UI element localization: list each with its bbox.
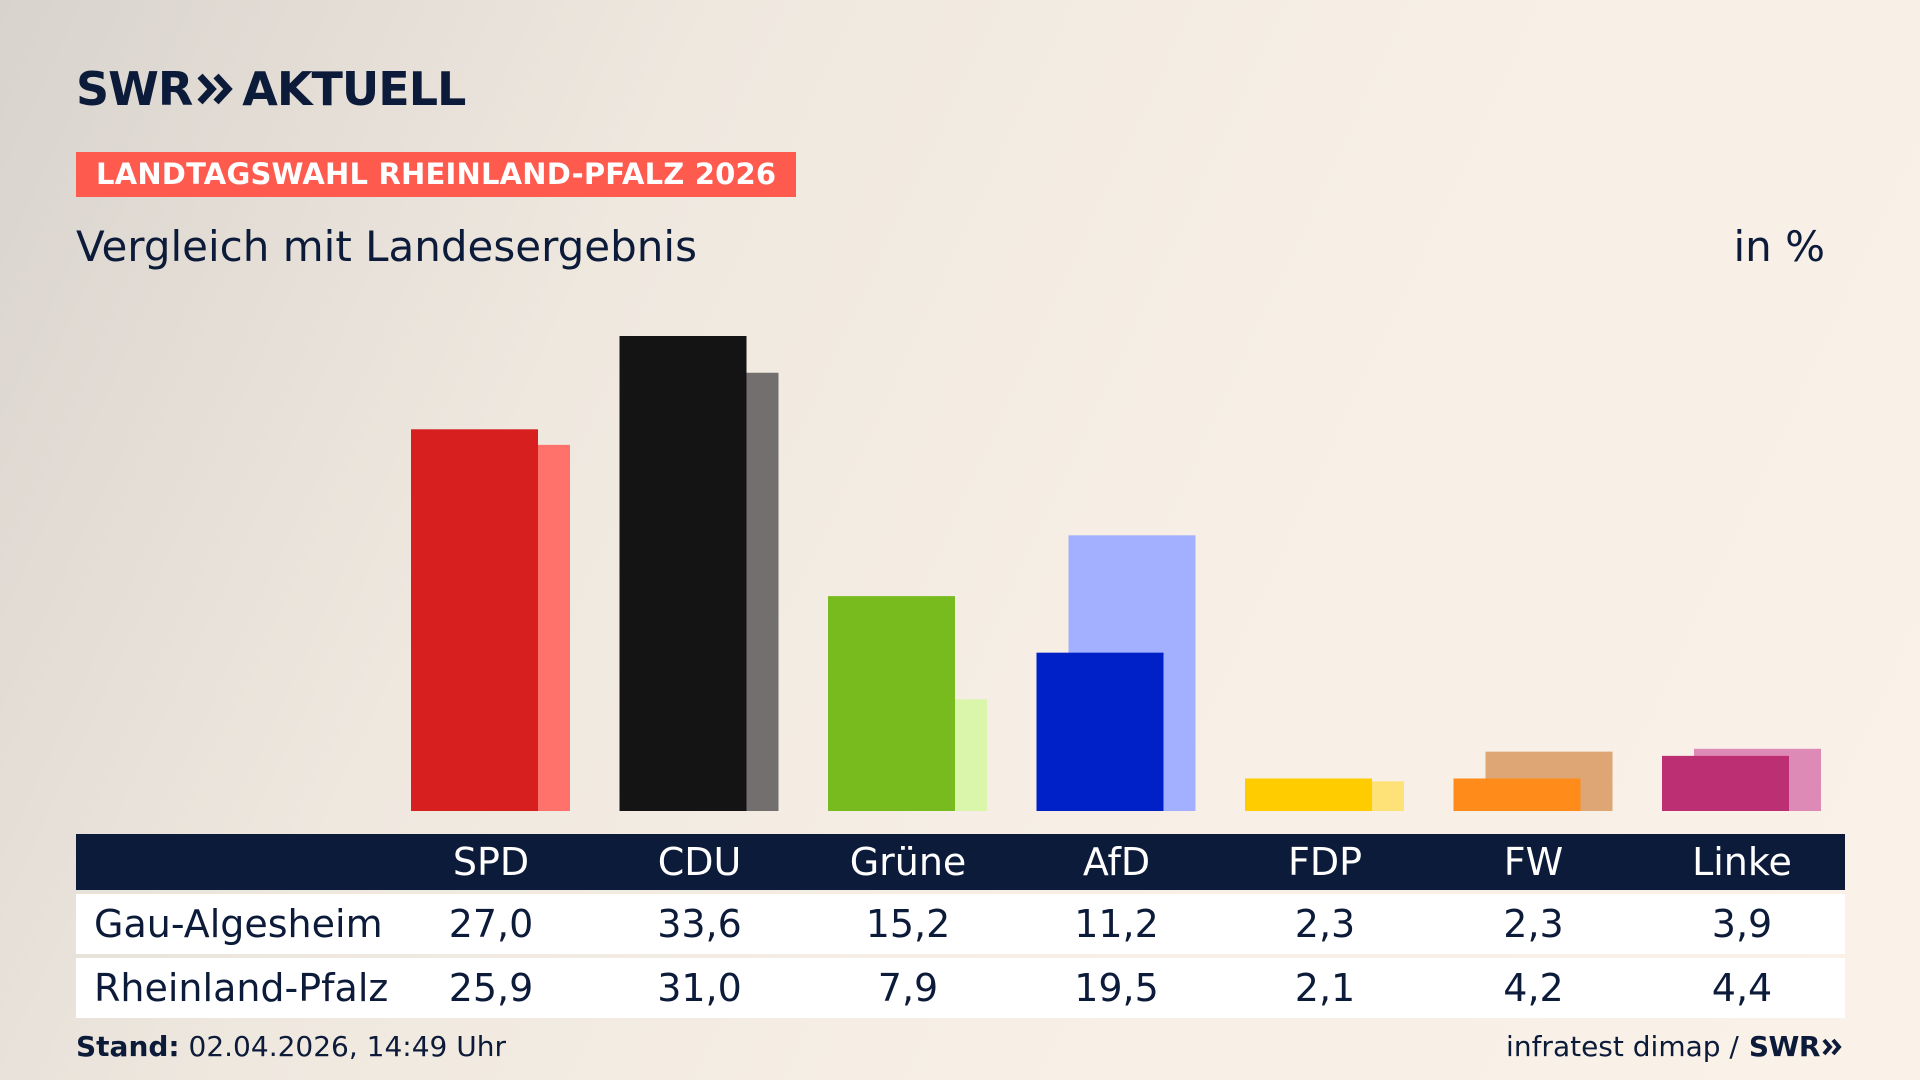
table-cell: 2,3 <box>1503 902 1564 946</box>
column-header-cdu: CDU <box>657 840 742 884</box>
logo-aktuell-text: AKTUELL <box>242 62 466 116</box>
table-cell: 2,1 <box>1294 966 1356 1010</box>
table-cell: 7,9 <box>877 966 939 1010</box>
table-cell: 11,2 <box>1074 902 1159 946</box>
table-cell: 3,9 <box>1711 902 1773 946</box>
column-header-fw: FW <box>1503 840 1564 884</box>
table-row: Rheinland-Pfalz 25,9 31,0 7,9 19,5 2,1 4,2 4,4 <box>76 958 1845 1018</box>
bar-gau-algesheim-fdp <box>1245 778 1372 811</box>
double-chevron-icon <box>197 73 234 105</box>
logo-swr-text: SWR <box>76 62 193 116</box>
column-header-grne: Grüne <box>849 840 967 884</box>
bar-gau-algesheim-fw <box>1453 778 1581 811</box>
election-badge: LANDTAGSWAHL RHEINLAND-PFALZ 2026 <box>76 152 797 197</box>
source-logo-text: SWR <box>1748 1030 1821 1063</box>
table-cell: 4,2 <box>1503 966 1564 1010</box>
column-header-afd: AfD <box>1082 840 1151 884</box>
table-cell: 31,0 <box>657 966 742 1010</box>
source-credit: infratest dimap / SWR <box>1506 1030 1844 1063</box>
table-cell: 2,3 <box>1294 902 1356 946</box>
small-chevron-icon <box>1822 1038 1842 1055</box>
stand-label: Stand: <box>76 1030 180 1063</box>
stand-value: 02.04.2026, 14:49 Uhr <box>188 1030 506 1063</box>
column-header-spd: SPD <box>452 840 530 884</box>
bar-gau-algesheim-afd <box>1036 652 1164 811</box>
timestamp: Stand: 02.04.2026, 14:49 Uhr <box>76 1030 506 1063</box>
table-cell: 25,9 <box>448 966 534 1010</box>
table-cell: 4,4 <box>1711 966 1773 1010</box>
bar-gau-algesheim-grne <box>828 596 955 811</box>
unit-label: in % <box>1733 222 1825 271</box>
source-text: infratest dimap / <box>1506 1030 1739 1063</box>
bar-gau-algesheim-spd <box>411 429 538 811</box>
swr-aktuell-logo: SWR AKTUELL <box>76 62 466 116</box>
row-label: Rheinland-Pfalz <box>94 966 389 1010</box>
table-cell: 27,0 <box>448 902 534 946</box>
bar-gau-algesheim-cdu <box>619 336 747 811</box>
table-cell: 15,2 <box>865 902 951 946</box>
table-cell: 19,5 <box>1074 966 1159 1010</box>
column-header-linke: Linke <box>1692 840 1792 884</box>
chart-subtitle: Vergleich mit Landesergebnis <box>76 222 697 271</box>
row-label: Gau-Algesheim <box>94 902 383 946</box>
table-cell: 33,6 <box>657 902 742 946</box>
results-table: SPD CDU Grüne AfD FDP FW Linke Gau-Algesheim 2… <box>76 834 1845 1018</box>
table-row: Gau-Algesheim 27,0 33,6 15,2 11,2 2,3 2,3 3,9 <box>76 894 1845 954</box>
bar-gau-algesheim-linke <box>1662 755 1789 811</box>
column-header-fdp: FDP <box>1287 840 1363 884</box>
table-header: SPD CDU Grüne AfD FDP FW Linke <box>76 834 1845 890</box>
